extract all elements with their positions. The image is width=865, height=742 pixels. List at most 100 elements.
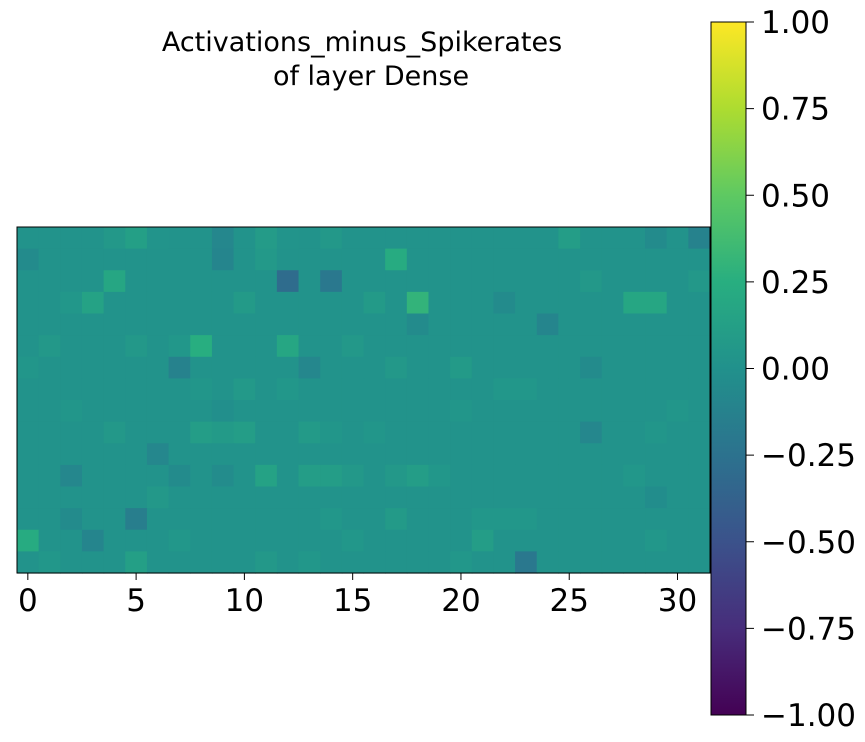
heatmap-cell [363, 421, 386, 444]
heatmap-cell [363, 270, 386, 293]
heatmap-cell [17, 291, 40, 315]
heatmap-cell [125, 464, 148, 488]
heatmap-cell [298, 486, 321, 509]
heatmap-cell [211, 464, 235, 488]
heatmap-cell [558, 356, 581, 379]
heatmap-cell [298, 291, 321, 315]
heatmap-cell [233, 378, 256, 401]
heatmap-cell [255, 464, 278, 488]
heatmap-cell [623, 443, 646, 466]
heatmap-cell [645, 270, 668, 293]
heatmap-cell [406, 400, 430, 423]
heatmap-cell [255, 400, 278, 423]
heatmap-cell [233, 529, 256, 552]
heatmap-cell [298, 270, 321, 293]
heatmap-cell [211, 335, 235, 358]
heatmap-cell [168, 421, 191, 444]
heatmap-cell [580, 421, 603, 444]
heatmap-cell [385, 291, 408, 315]
heatmap-cell [125, 248, 148, 271]
colorbar-axis: 1.00 0.75 0.50 0.25 0.00 −0.25 −0.50 −0.75 −1.00 [746, 5, 856, 734]
heatmap-cell [428, 508, 451, 531]
heatmap-cell [211, 551, 235, 574]
heatmap-cell [255, 378, 278, 401]
heatmap-cell [688, 443, 711, 466]
heatmap-cell [233, 270, 256, 293]
heatmap-cell [125, 508, 148, 531]
heatmap-cell [38, 529, 61, 552]
heatmap-cell [276, 529, 300, 552]
heatmap-cell [298, 227, 321, 250]
heatmap-cell [471, 313, 495, 336]
heatmap-cell [81, 443, 105, 466]
heatmap-cell [558, 227, 581, 250]
heatmap-cell [666, 335, 689, 358]
heatmap-cell [81, 356, 105, 379]
heatmap-cell [168, 486, 191, 509]
heatmap-cell [60, 529, 83, 552]
heatmap-cell [515, 421, 538, 444]
heatmap-cell [666, 270, 689, 293]
heatmap-cell [515, 335, 538, 358]
heatmap-cell [211, 313, 235, 336]
heatmap-cell [168, 508, 191, 531]
heatmap-cell [428, 400, 451, 423]
heatmap-cell [363, 551, 386, 574]
heatmap-cell [125, 529, 148, 552]
heatmap-cell [190, 508, 213, 531]
heatmap-cell [493, 291, 516, 315]
colorbar-tick-label: 0.00 [761, 352, 830, 388]
heatmap-cell [428, 529, 451, 552]
heatmap-cell [385, 421, 408, 444]
heatmap-cell [125, 270, 148, 293]
heatmap-cell [17, 464, 40, 488]
heatmap-cell [623, 378, 646, 401]
heatmap-cell [125, 378, 148, 401]
heatmap-cell [233, 356, 256, 379]
heatmap-cell [450, 551, 473, 574]
heatmap-cell [471, 291, 495, 315]
heatmap-cell [428, 421, 451, 444]
heatmap-cell [558, 464, 581, 488]
heatmap-cell [190, 335, 213, 358]
x-tick-label: 10 [225, 583, 264, 619]
heatmap-cell [580, 291, 603, 315]
heatmap-cell [450, 356, 473, 379]
x-tick-label: 30 [658, 583, 697, 619]
heatmap-cell [190, 443, 213, 466]
heatmap-cell [341, 313, 365, 336]
heatmap-cell [515, 508, 538, 531]
heatmap-cell [471, 529, 495, 552]
heatmap-cell [471, 227, 495, 250]
heatmap-cell [558, 270, 581, 293]
heatmap-cell [211, 421, 235, 444]
heatmap-cell [645, 378, 668, 401]
heatmap-cells [17, 227, 711, 574]
heatmap-cell [341, 443, 365, 466]
colorbar-tick-label: 0.50 [761, 178, 830, 214]
heatmap-cell [580, 313, 603, 336]
heatmap-cell [38, 486, 61, 509]
heatmap-cell [38, 248, 61, 271]
heatmap-cell [125, 313, 148, 336]
heatmap-cell [320, 400, 343, 423]
heatmap-cell [60, 291, 83, 315]
heatmap-cell [428, 313, 451, 336]
heatmap-cell [146, 378, 170, 401]
heatmap-cell [363, 486, 386, 509]
heatmap-cell [558, 486, 581, 509]
heatmap-cell [60, 248, 83, 271]
heatmap-cell [406, 291, 430, 315]
heatmap-cell [233, 421, 256, 444]
heatmap-cell [580, 486, 603, 509]
heatmap-cell [341, 400, 365, 423]
heatmap-cell [536, 335, 560, 358]
heatmap-cell [450, 486, 473, 509]
heatmap-cell [558, 529, 581, 552]
heatmap-cell [298, 443, 321, 466]
heatmap-cell [450, 313, 473, 336]
heatmap-cell [601, 551, 624, 574]
heatmap-cell [233, 464, 256, 488]
heatmap-cell [493, 443, 516, 466]
heatmap-cell [601, 227, 624, 250]
